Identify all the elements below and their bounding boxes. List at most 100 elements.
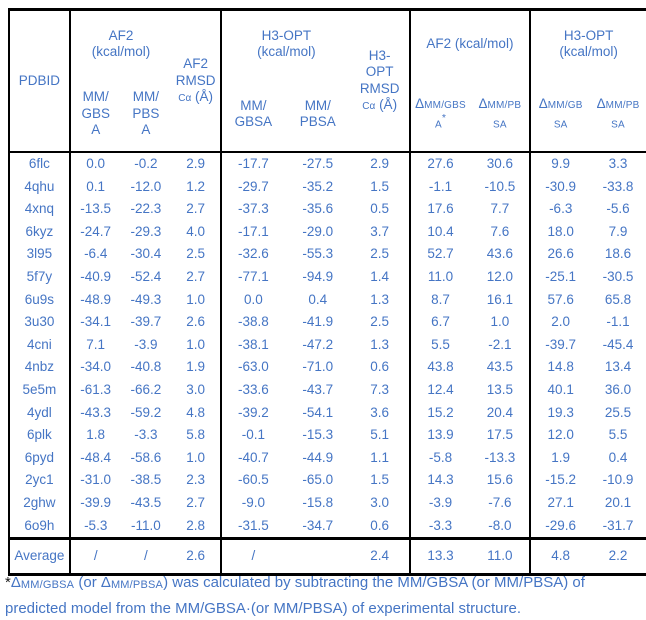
pdbid-cell: 6pyd	[24, 449, 55, 465]
value-cell: 19.3	[529, 401, 591, 424]
value-cell: 1.3	[370, 291, 390, 307]
value-cell: -48.9	[68, 288, 121, 311]
value-cell: 0.5	[370, 201, 390, 217]
asterisk-marker: *	[441, 111, 446, 124]
column-header-af2-mmgbsa: MM/ GBS A	[68, 77, 121, 152]
value-cell: 2.8	[186, 517, 205, 533]
value-cell: 2.2	[590, 536, 646, 575]
value-cell: -31.5	[219, 514, 285, 539]
value-cell: 27.6	[408, 151, 471, 176]
value-cell: -17.1	[219, 220, 285, 243]
value-cell: -39.9	[68, 491, 121, 514]
value-cell: 13.4	[604, 359, 632, 375]
value-cell: 2.6	[186, 314, 205, 330]
value-cell: -5.6	[606, 201, 630, 217]
value-cell: 36.0	[604, 381, 632, 397]
table-row: 5f7y -40.9 -52.4 2.7 -77.1 -94.9 1.4 11.0 12.0 -2…	[9, 265, 646, 289]
column-header-h3opt-mmgbsa: MM/ GBSA	[219, 77, 285, 152]
value-cell: -3.9	[134, 336, 158, 352]
value-cell: 10.4	[408, 220, 471, 243]
value-cell: -47.2	[302, 336, 334, 352]
value-cell: 4.8	[186, 404, 205, 420]
value-cell: 2.5	[370, 246, 390, 262]
value-cell: -40.9	[68, 265, 121, 289]
value-cell: 14.8	[529, 355, 591, 379]
value-cell: 5.8	[186, 427, 205, 443]
table-row: 4ydl -43.3 -59.2 4.8 -39.2 -54.1 3.6 15.2 20.4 19…	[9, 401, 646, 424]
value-cell: -40.7	[219, 446, 285, 469]
pdbid-cell: 5f7y	[26, 269, 53, 285]
subscript-mm-pbsa: MM/PBSA	[110, 579, 164, 591]
value-cell	[284, 536, 351, 575]
value-cell: -94.9	[302, 269, 334, 285]
value-cell: 7.7	[490, 201, 510, 217]
value-cell: -39.7	[130, 314, 162, 330]
column-header-pdbid: PDBID	[18, 72, 61, 88]
value-cell: -29.6	[529, 514, 591, 539]
value-cell: -6.4	[68, 242, 121, 266]
value-cell: -65.0	[302, 472, 334, 488]
value-cell: 57.6	[529, 288, 591, 311]
value-cell: 0.0	[68, 151, 121, 176]
value-cell: -58.6	[130, 449, 162, 465]
value-cell: 0.1	[68, 175, 121, 198]
value-cell: 65.8	[604, 291, 632, 307]
value-cell: 2.9	[186, 156, 205, 172]
pdbid-cell: 2yc1	[25, 472, 54, 488]
value-cell: -35.2	[302, 178, 334, 194]
pdbid-cell: 6o9h	[24, 517, 55, 533]
value-cell: -0.2	[134, 156, 158, 172]
value-cell: -31.7	[602, 517, 634, 533]
footnote-asterisk: *	[5, 574, 11, 591]
value-cell: -29.0	[302, 223, 334, 239]
value-cell: 3.0	[370, 494, 390, 510]
table-row: 4qhu 0.1 -12.0 1.2 -29.7 -35.2 1.5 -1.1 -10.5 -30…	[9, 175, 646, 198]
value-cell: -55.3	[302, 246, 334, 262]
value-cell: 0.4	[608, 449, 628, 465]
value-cell: 5.1	[370, 427, 390, 443]
pdbid-cell: 4cni	[27, 336, 52, 352]
value-cell: -35.6	[302, 201, 334, 217]
value-cell: 6.7	[408, 310, 471, 334]
value-cell: -66.2	[130, 381, 162, 397]
value-cell: 0.0	[219, 288, 285, 311]
value-cell: -8.0	[488, 517, 512, 533]
value-cell: -17.7	[219, 151, 285, 176]
value-cell: 12.0	[486, 269, 513, 285]
value-cell: 14.3	[408, 468, 471, 492]
value-cell: 4.0	[186, 223, 205, 239]
value-cell: -34.7	[302, 517, 334, 533]
value-cell: 11.0	[408, 265, 471, 289]
column-header-h3opt-rmsd: H3- OPT RMSD Cα (Å)	[359, 47, 400, 113]
value-cell: 2.9	[370, 156, 390, 172]
value-cell: 30.6	[486, 156, 513, 172]
value-cell: 1.5	[370, 472, 390, 488]
value-cell: 1.0	[490, 314, 510, 330]
value-cell: -0.1	[219, 423, 285, 447]
value-cell: 3.0	[186, 381, 205, 397]
value-cell: -33.8	[602, 178, 634, 194]
value-cell: 43.5	[486, 359, 513, 375]
table-header: PDBID AF2 (kcal/mol) AF2 RMSD Cα (Å) H3-…	[9, 9, 646, 152]
column-header-af2-mmpbsa: MM/ PBS A	[132, 89, 160, 138]
value-cell: -59.2	[130, 404, 162, 420]
value-cell: 15.6	[486, 472, 513, 488]
value-cell: 1.9	[529, 446, 591, 469]
footnote: *ΔMM/GBSA (or ΔMM/PBSA) was calculated b…	[5, 574, 585, 617]
value-cell: 2.4	[350, 536, 410, 575]
group-header-af2-delta: AF2 (kcal/mol)	[408, 9, 531, 78]
value-cell: 1.3	[370, 336, 390, 352]
value-cell: -1.1	[606, 314, 630, 330]
pdbid-cell: 4xnq	[24, 201, 55, 217]
value-cell: 2.7	[186, 269, 205, 285]
column-header-af2-delta-mmgbsa: ΔMM/GBS A*	[408, 77, 471, 152]
value-cell: 2.7	[186, 494, 205, 510]
value-cell: 2.5	[186, 246, 205, 262]
pdbid-cell: 3l95	[26, 246, 53, 262]
value-cell: -48.4	[68, 446, 121, 469]
value-cell: 7.1	[68, 333, 121, 356]
value-cell: 40.1	[529, 378, 591, 402]
value-cell: -13.3	[484, 449, 516, 465]
value-cell: 1.5	[370, 178, 390, 194]
value-cell: -63.0	[219, 355, 285, 379]
